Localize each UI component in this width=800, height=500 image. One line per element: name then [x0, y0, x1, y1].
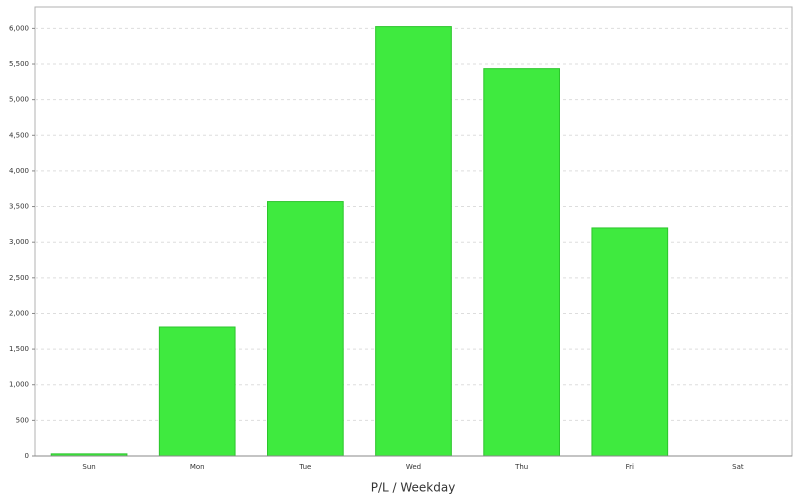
- bar: [158, 326, 236, 457]
- y-tick-label: 4,500: [9, 131, 29, 139]
- y-tick-label: 3,500: [9, 203, 29, 211]
- x-tick-label: Fri: [626, 463, 634, 471]
- x-tick-label: Sat: [732, 463, 744, 471]
- x-axis-title: P/L / Weekday: [371, 481, 456, 495]
- y-tick-label: 2,000: [9, 309, 29, 317]
- x-tick-label: Mon: [190, 463, 205, 471]
- x-tick-label: Tue: [298, 463, 311, 471]
- bar: [267, 201, 344, 457]
- bar: [375, 26, 452, 457]
- y-tick-label: 2,500: [9, 274, 29, 282]
- y-tick-label: 1,500: [9, 345, 29, 353]
- y-tick-label: 1,000: [9, 381, 29, 389]
- x-tick-label: Thu: [514, 463, 528, 471]
- bar: [483, 68, 560, 457]
- bar: [591, 227, 669, 457]
- x-tick-label: Sun: [82, 463, 95, 471]
- y-tick-label: 6,000: [9, 24, 29, 32]
- y-tick-label: 0: [25, 452, 29, 460]
- y-tick-label: 5,000: [9, 96, 29, 104]
- y-tick-label: 4,000: [9, 167, 29, 175]
- x-tick-label: Wed: [406, 463, 421, 471]
- y-tick-label: 500: [16, 416, 29, 424]
- y-tick-label: 5,500: [9, 60, 29, 68]
- y-tick-label: 3,000: [9, 238, 29, 246]
